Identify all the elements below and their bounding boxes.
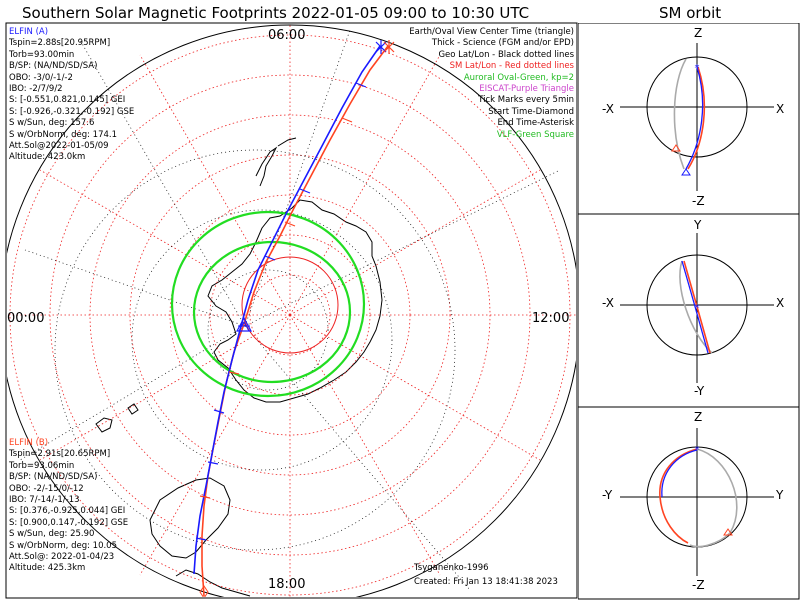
elfin-b-info: ELFIN (B) Tspin=2.91s[20.65RPM] Torb=93.0… (9, 438, 128, 575)
elfin-b-name: ELFIN (B) (9, 438, 49, 448)
time-label-right: 12:00 (532, 311, 569, 326)
legend-line: SM Lat/Lon - Red dotted lines (449, 61, 574, 72)
orbit1-top-label: Z (694, 26, 703, 40)
elfin-a-info-line: Tspin=2.88s[20.95RPM] (9, 38, 111, 49)
legend-line: Earth/Oval View Center Time (triangle) (409, 27, 574, 37)
elfin-b-info-line: S w/OrbNorm, deg: 10.05 (9, 540, 118, 551)
orbit1-right-label: X (776, 102, 785, 116)
time-label-top: 06:00 (268, 28, 305, 43)
orbit1-left-label: -X (602, 102, 614, 116)
elfin-b-info-line: S w/Sun, deg: 25.90 (9, 529, 95, 540)
elfin-a-info-line: S w/OrbNorm, deg: 174.1 (9, 129, 118, 140)
orbit2-bottom-label: -Y (694, 384, 705, 398)
elfin-b-info-line: B/SP: (NA/ND/SD/SA) (9, 472, 98, 483)
auroral-oval-inner (192, 240, 352, 384)
elfin-a-info: ELFIN (A) Tspin=2.88s[20.95RPM] Torb=93.0… (9, 27, 134, 164)
elfin-b-info-line: IBO: 7/-14/-1/-13 (9, 495, 80, 506)
elfin-b-ticks (199, 117, 353, 499)
orbit-panel-2: * (620, 233, 774, 383)
elfin-a-info-line: Torb=93.00min (9, 49, 75, 60)
elfin-b-info-line: S: [0.900,0.147,-0.192] GSE (9, 517, 129, 528)
earth-limb (7, 24, 576, 597)
elfin-a-info-line: IBO: -2/7/9/2 (9, 84, 63, 95)
credit-author: Tsyganenko-1996 (414, 563, 489, 573)
elfin-b-end-asterisk (383, 40, 395, 54)
elfin-a-track (193, 45, 381, 575)
orbit1-bottom-label: -Z (692, 194, 705, 208)
elfin-a-name: ELFIN (A) (9, 27, 49, 37)
elfin-b-info-line: Altitude: 425.3km (9, 563, 86, 574)
orbit3-top-label: Z (694, 410, 703, 424)
elfin-b-info-line: OBO: -2/-15/0/-12 (9, 483, 84, 494)
elfin-a-info-line: S: [-0.926,-0.321,-0.192] GSE (9, 106, 135, 117)
svg-text:*: * (695, 63, 700, 74)
elfin-b-info-line: Tspin=2.91s[20.65RPM] (9, 449, 111, 460)
orbit3-bottom-label: -Z (692, 578, 705, 592)
south-america-coastline (255, 137, 297, 187)
orbit2-top-label: Y (694, 218, 702, 232)
elfin-a-info-line: Altitude: 423.0km (9, 152, 86, 163)
elfin-a-info-line: S w/Sun, deg: 157.6 (9, 118, 95, 129)
new-zealand-coastline (95, 403, 139, 433)
geo-latitude-circles (54, 149, 456, 551)
elfin-a-end-asterisk (375, 40, 387, 54)
elfin-b-track (201, 45, 389, 597)
orbit3-right-label: Y (776, 488, 784, 502)
orbit-panel-3-frame (578, 406, 800, 600)
elfin-b-start-diamond (199, 585, 209, 597)
legend-line: Start Time-Diamond (488, 106, 574, 117)
orbit-panel-2-frame (578, 213, 800, 408)
map-legend: Earth/Oval View Center Time (triangle) Th… (409, 27, 574, 141)
svg-text:*: * (695, 445, 700, 456)
elfin-a-info-line: Att.Sol@2022-01-05/09 (9, 141, 109, 152)
orbit2-left-label: -X (602, 296, 614, 310)
map-frame (5, 22, 578, 599)
credit-created: Created: Fri Jan 13 18:41:38 2023 (414, 577, 558, 587)
asia-coastline (175, 569, 251, 597)
legend-line: End Time-Asterisk (497, 118, 574, 129)
elfin-b-info-line: Torb=93.06min (9, 460, 75, 471)
orbit-panel-1: * (620, 43, 774, 191)
main-title: Southern Solar Magnetic Footprints 2022-… (22, 4, 530, 22)
sm-pole-circle (241, 256, 339, 354)
orbit2-right-label: X (776, 296, 785, 310)
legend-line: Auroral Oval-Green, kp=2 (463, 72, 574, 83)
geo-meridians (19, 29, 561, 591)
legend-line: VLF-Green Square (496, 129, 574, 140)
elfin-a-info-line: B/SP: (NA/ND/SD/SA) (9, 61, 98, 72)
orbit-panel-1-frame (578, 23, 800, 215)
elfin-a-info-line: OBO: -3/0/-1/-2 (9, 72, 73, 83)
legend-line: Geo Lat/Lon - Black dotted lines (438, 49, 574, 60)
elfin-b-info-line: Att.Sol@: 2022-01-04/23 (9, 552, 115, 563)
legend-line: Thick - Science (FGM and/or EPD) (431, 38, 574, 49)
time-label-bottom: 18:00 (268, 577, 305, 592)
svg-text:*: * (695, 303, 700, 314)
orbit-title: SM orbit (659, 4, 722, 22)
orbit3-left-label: -Y (602, 488, 613, 502)
orbit-panel-3: * (620, 428, 774, 576)
elfin-a-info-line: S: [-0.551,0.821,0.145] GEI (9, 95, 126, 106)
legend-line: EISCAT-Purple Triangle (479, 84, 574, 95)
sm-meridians (7, 25, 576, 597)
antarctica-coastline (207, 199, 383, 403)
elfin-a-ticks (195, 82, 367, 541)
time-label-left: 00:00 (7, 311, 44, 326)
elfin-b-info-line: S: [0.376,-0.925,0.044] GEI (9, 506, 126, 517)
auroral-oval-outer (170, 210, 366, 398)
australia-coastline (149, 477, 231, 559)
sm-orbit-panels: * * * (578, 23, 800, 600)
legend-line: Tick Marks every 5min (478, 95, 574, 106)
